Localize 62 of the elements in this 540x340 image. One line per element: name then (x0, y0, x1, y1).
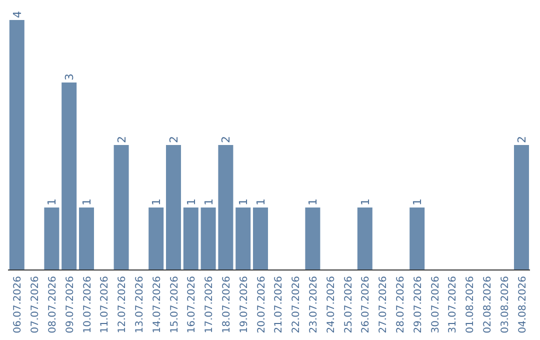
data-label: 3 (63, 74, 76, 80)
x-tick-label: 03.08.2026 (500, 276, 511, 334)
x-tick-label: 25.07.2026 (343, 276, 354, 334)
bar (44, 208, 60, 270)
data-label: 2 (515, 136, 528, 143)
data-label: 1 (254, 198, 268, 206)
x-tick-label: 07.07.2026 (30, 276, 42, 334)
x-tick-label: 20.07.2026 (256, 276, 268, 334)
x-tick-label: 14.07.2026 (152, 276, 163, 334)
x-tick-label: 30.07.2026 (430, 276, 442, 334)
x-tick-label: 21.07.2026 (274, 276, 285, 334)
data-label: 1 (80, 198, 94, 206)
data-label: 1 (202, 198, 216, 206)
x-tick-label: 24.07.2026 (326, 276, 337, 334)
bar (357, 208, 372, 270)
x-tick-label: 22.07.2026 (291, 276, 302, 334)
x-tick-label: 06.07.2026 (12, 276, 24, 334)
bar (114, 145, 129, 270)
x-tick-label: 11.07.2026 (100, 276, 111, 334)
x-tick-label: 16.07.2026 (186, 276, 198, 334)
data-label: 4 (10, 11, 24, 18)
x-tick-label: 01.08.2026 (465, 276, 476, 334)
x-tick-label: 15.07.2026 (169, 276, 180, 334)
bar (166, 145, 181, 270)
data-label: 1 (46, 198, 59, 206)
bar (236, 208, 251, 270)
bar (183, 208, 198, 270)
x-tick-label: 18.07.2026 (222, 276, 232, 334)
data-label: 2 (167, 136, 180, 143)
x-tick-label: 29.07.2026 (412, 276, 424, 334)
data-label: 1 (237, 198, 250, 206)
bar (218, 145, 234, 270)
bar (9, 20, 24, 270)
bar (78, 208, 94, 270)
bar (252, 208, 268, 270)
bar (514, 145, 529, 270)
x-tick-label: 12.07.2026 (117, 276, 128, 334)
data-label: 1 (411, 198, 424, 206)
x-tick-label: 27.07.2026 (378, 276, 390, 334)
data-label: 1 (306, 198, 320, 206)
x-tick-label: 28.07.2026 (396, 276, 406, 334)
x-tick-label: 09.07.2026 (64, 276, 76, 334)
x-tick-label: 23.07.2026 (308, 276, 320, 334)
bar (200, 208, 216, 270)
x-tick-label: 10.07.2026 (82, 276, 94, 334)
x-tick-label: 26.07.2026 (360, 276, 372, 334)
x-tick-label: 31.07.2026 (448, 276, 459, 334)
x-tick-label: 02.08.2026 (482, 276, 494, 334)
x-tick-label: 19.07.2026 (238, 276, 250, 334)
data-label: 1 (358, 198, 372, 206)
x-tick-label: 08.07.2026 (48, 276, 58, 334)
data-label: 2 (115, 136, 128, 143)
data-label: 1 (150, 198, 164, 206)
x-tick-label: 13.07.2026 (134, 276, 146, 334)
bar (148, 208, 164, 270)
bar (410, 208, 425, 270)
data-label: 1 (184, 198, 198, 206)
bar (305, 208, 320, 270)
x-tick-label: 17.07.2026 (204, 276, 216, 334)
x-tick-label: 04.08.2026 (517, 276, 528, 334)
data-label: 2 (220, 136, 233, 143)
bar (62, 82, 77, 270)
